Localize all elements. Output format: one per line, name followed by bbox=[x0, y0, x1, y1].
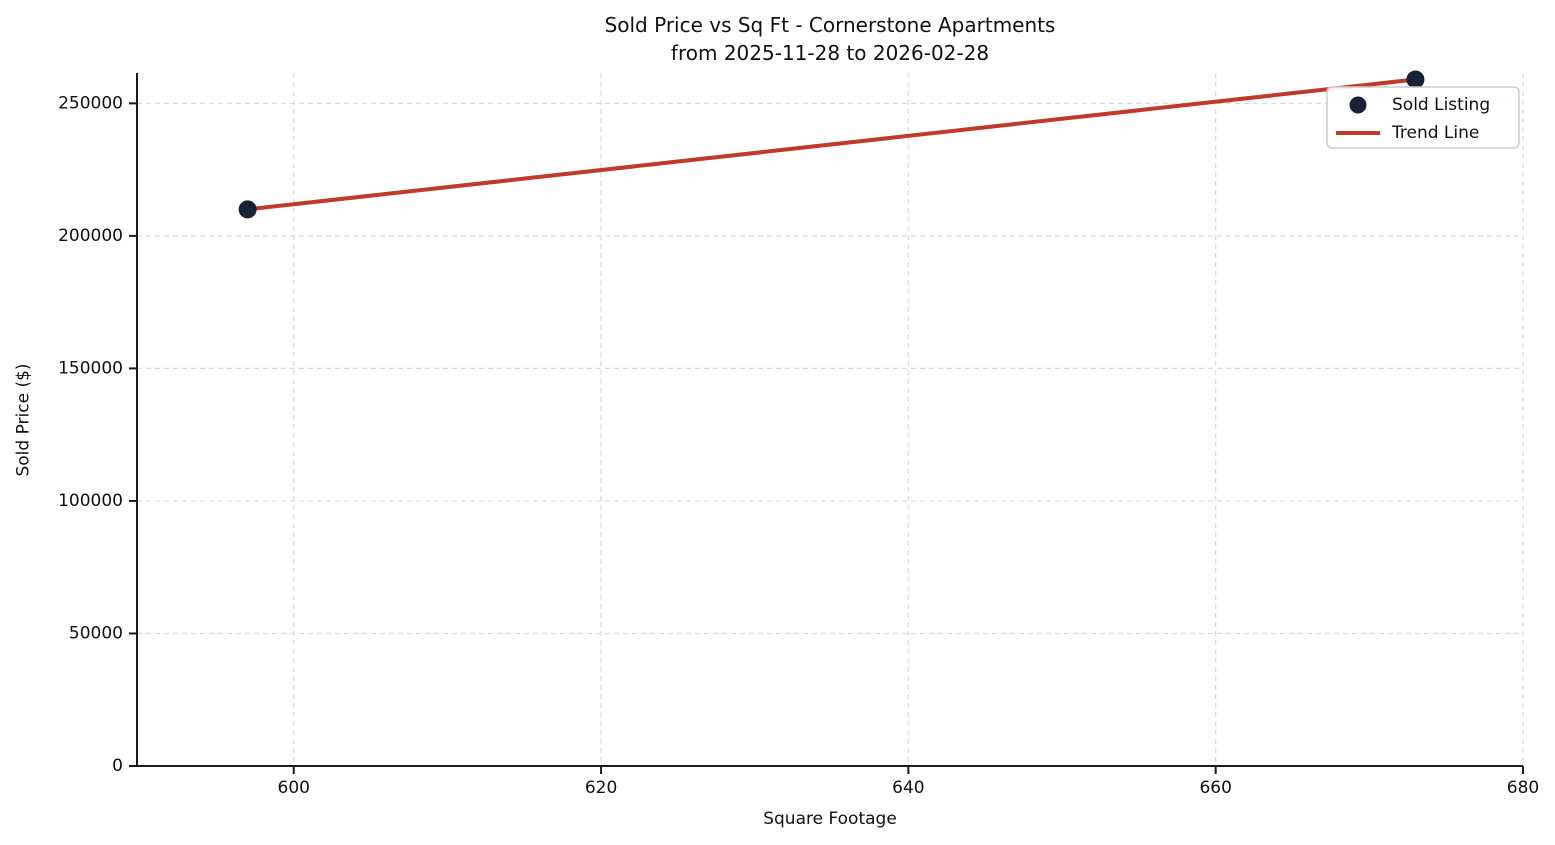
y-tick-label: 150000 bbox=[58, 358, 123, 378]
trend-line bbox=[245, 77, 1418, 212]
data-point bbox=[1406, 70, 1425, 89]
x-tick-label: 600 bbox=[278, 778, 310, 798]
chart-title: Sold Price vs Sq Ft - Cornerstone Apartm… bbox=[137, 11, 1523, 67]
x-tick-label: 620 bbox=[585, 778, 617, 798]
y-tick-label: 100000 bbox=[58, 491, 123, 511]
y-tick-label: 0 bbox=[112, 756, 123, 776]
y-tick-label: 200000 bbox=[58, 226, 123, 246]
x-tick-label: 680 bbox=[1507, 778, 1539, 798]
chart-title-line2: from 2025-11-28 to 2026-02-28 bbox=[670, 41, 990, 65]
data-point bbox=[238, 200, 257, 219]
x-tick-label: 640 bbox=[892, 778, 924, 798]
y-tick-label: 250000 bbox=[58, 93, 123, 113]
y-tick-label: 50000 bbox=[69, 623, 123, 643]
x-axis-label: Square Footage bbox=[763, 809, 897, 829]
chart-title-line1: Sold Price vs Sq Ft - Cornerstone Apartm… bbox=[604, 13, 1056, 37]
x-tick-label: 660 bbox=[1199, 778, 1231, 798]
legend-dot-icon bbox=[1349, 96, 1367, 114]
legend-label: Sold Listing bbox=[1392, 95, 1490, 115]
y-axis-label-text: Sold Price ($) bbox=[14, 363, 35, 477]
legend-label: Trend Line bbox=[1391, 123, 1479, 143]
